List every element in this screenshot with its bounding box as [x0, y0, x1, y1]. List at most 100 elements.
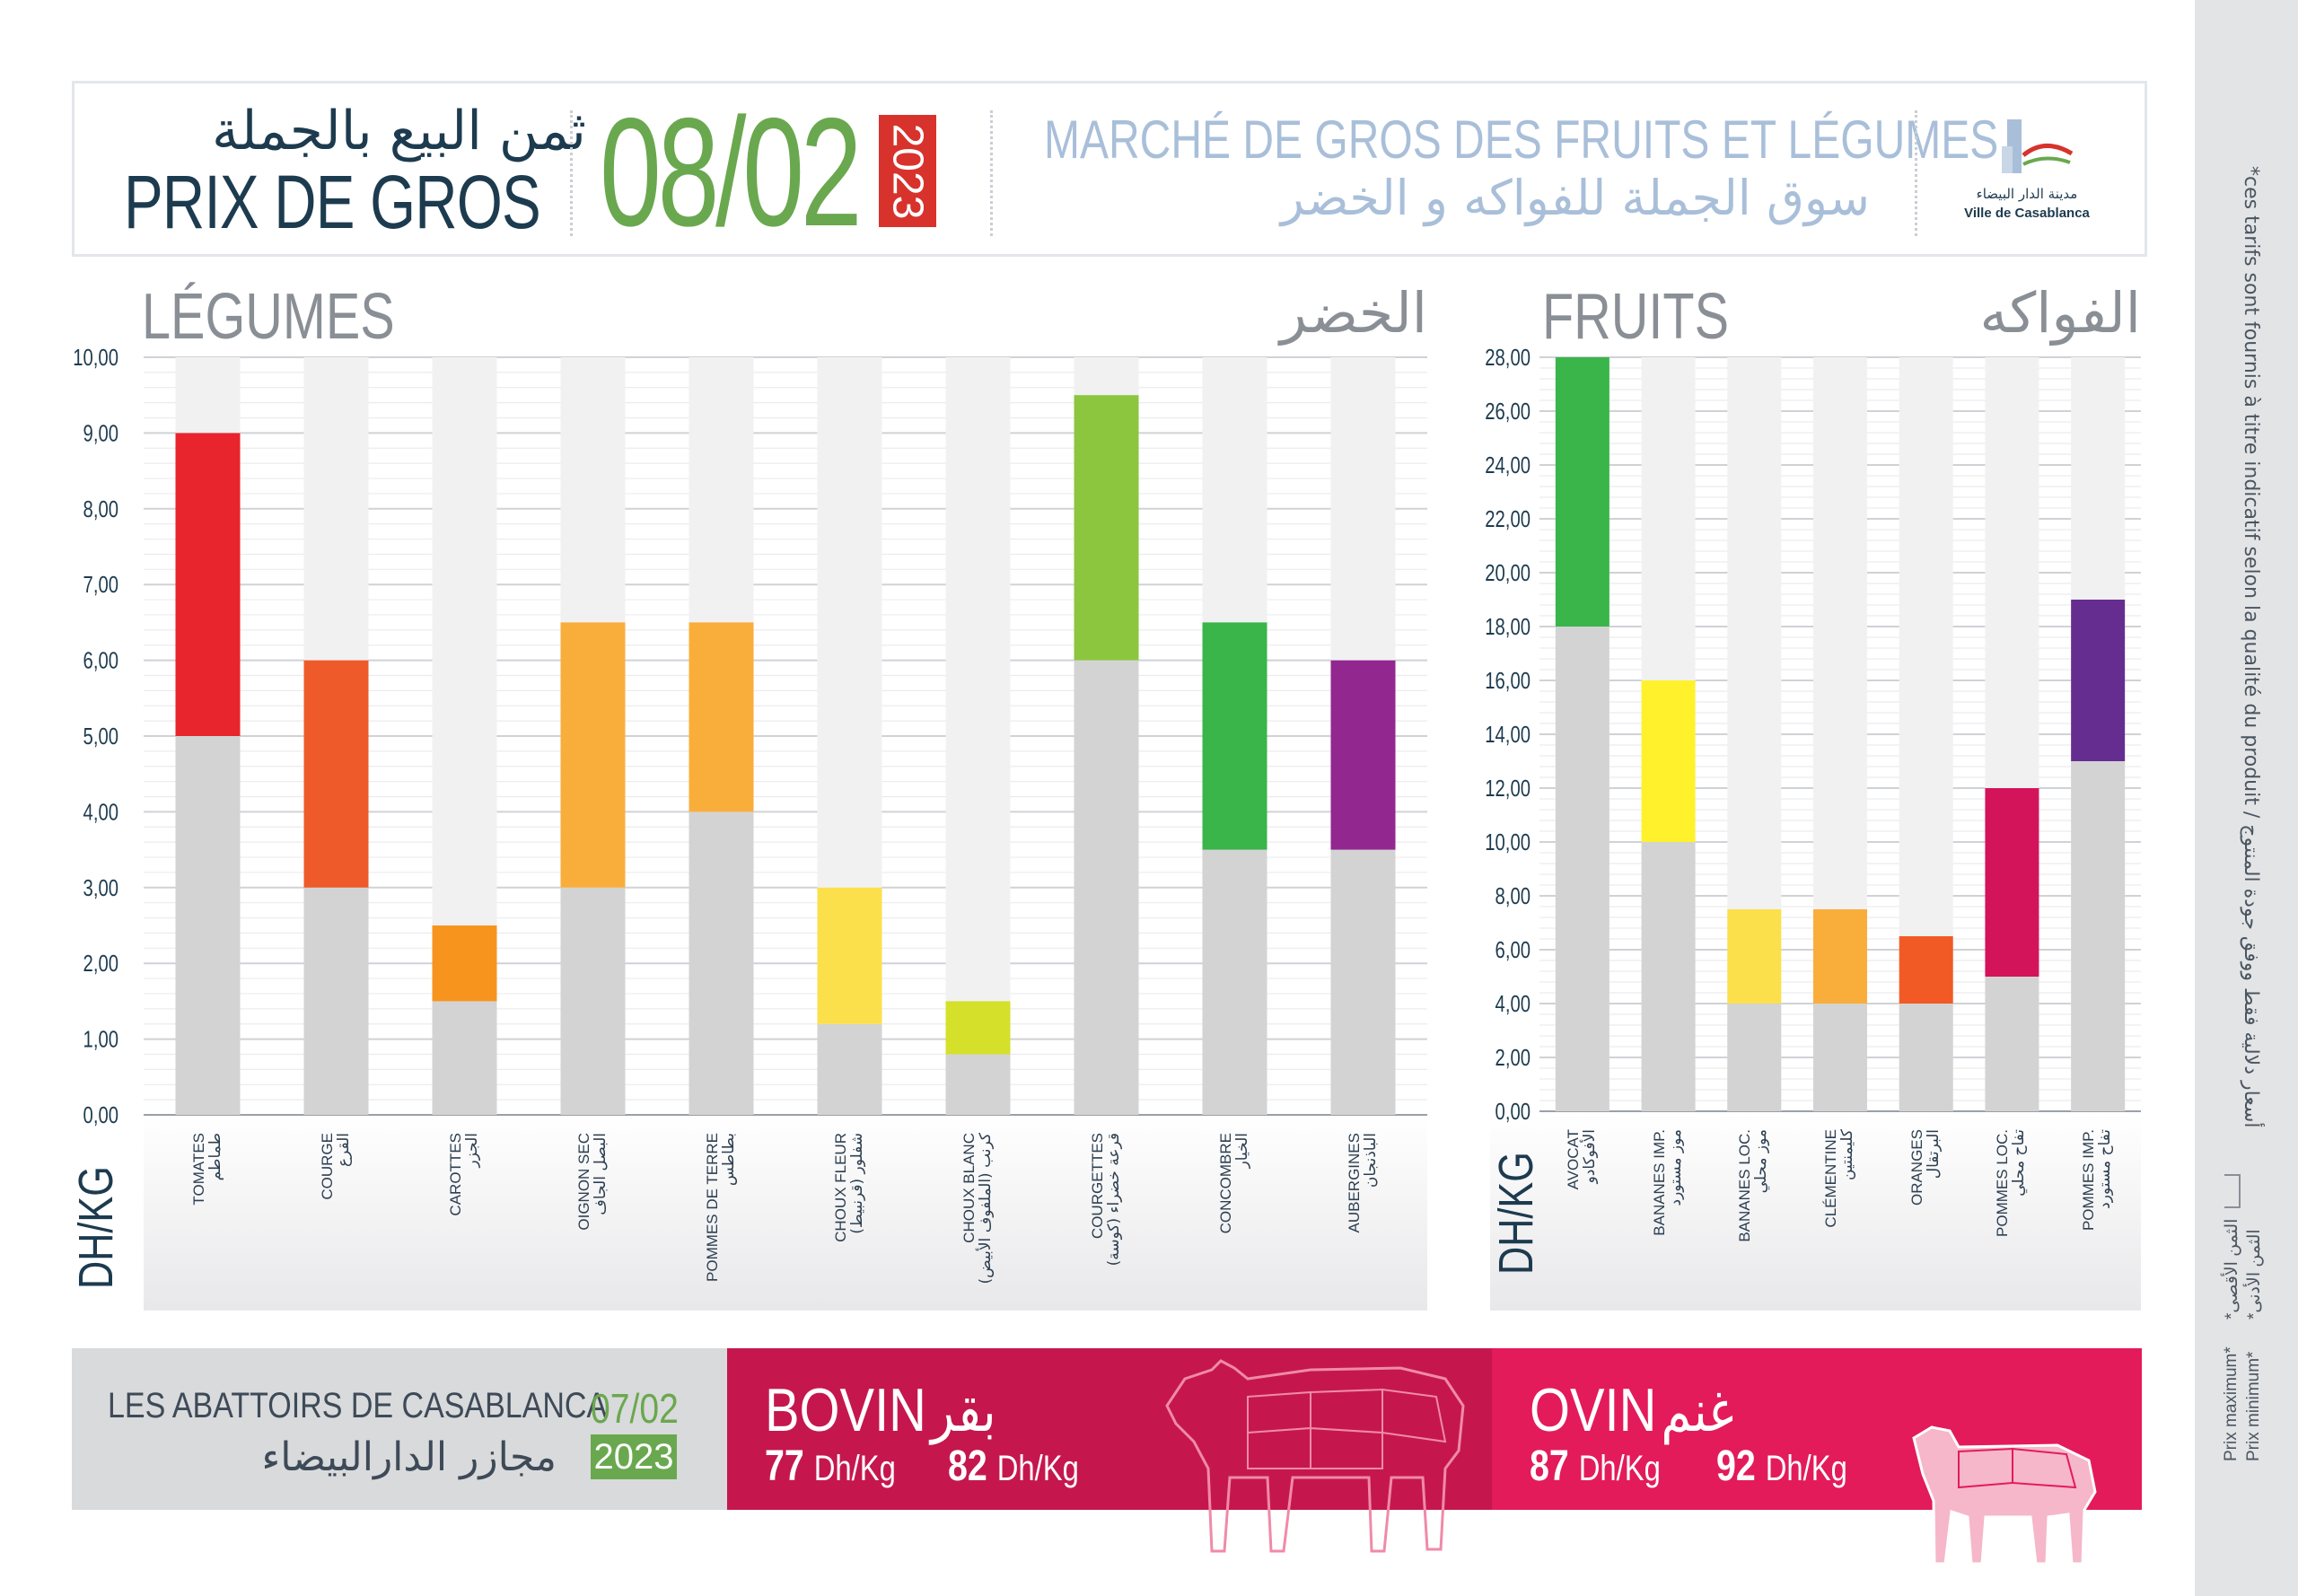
fruits-title-fr: FRUITS: [1542, 281, 1729, 353]
category-label-fr: CLÉMENTINE: [1822, 1129, 1839, 1228]
price-range-bar: [817, 887, 882, 1024]
ovin-title: OVINغنم: [1530, 1375, 1733, 1445]
price-range-bar: [1202, 622, 1267, 850]
ovin-name-fr: OVIN: [1530, 1376, 1657, 1444]
bovin-min-price: 77 Dh/Kg: [765, 1442, 896, 1491]
legumes-label-band: [144, 1113, 1427, 1311]
price-range-bar: [2071, 600, 2126, 761]
category-label-fr: POMMES LOC.: [1994, 1129, 2012, 1237]
abattoirs-panel: LES ABATTOIRS DE CASABLANCA مجازر الدارا…: [72, 1348, 727, 1510]
bovin-name-ar: بقر: [930, 1379, 996, 1445]
price-range-bar: [1555, 357, 1609, 627]
price-range-bar: [303, 660, 369, 888]
category-label-ar: البرتقال: [1924, 1129, 1943, 1179]
abattoirs-date: 07/02: [591, 1385, 679, 1432]
ovin-min-price: 87 Dh/Kg: [1530, 1442, 1661, 1491]
y-tick-label: 10,00: [1485, 829, 1531, 855]
category-label: POMMES IMP. تفاح مستورد: [2080, 1129, 2114, 1291]
min-price-bar: [1899, 1004, 1953, 1111]
market-title-ar: سوق الجملة للفواكه و الخضر: [1280, 170, 1870, 226]
header-divider: [990, 110, 993, 236]
price-range-bar: [1813, 909, 1867, 1004]
category-label-fr: ORANGES: [1908, 1129, 1925, 1206]
header-title-fr: PRIX DE GROS: [124, 160, 541, 244]
category-label-fr: BANANES LOC.: [1736, 1129, 1754, 1242]
y-tick-label: 24,00: [1485, 452, 1531, 478]
cow-icon: [1165, 1359, 1465, 1553]
min-price-bar: [945, 1054, 1011, 1115]
ovin-panel: OVINغنم 87 Dh/Kg 92 Dh/Kg: [1492, 1348, 2142, 1565]
bovin-min-unit: Dh/Kg: [813, 1449, 896, 1488]
fruits-title-ar: الفواكه: [1979, 280, 2142, 346]
abattoirs-title-fr: LES ABATTOIRS DE CASABLANCA: [108, 1386, 608, 1425]
bar-background: [945, 357, 1011, 1115]
category-label-fr: AVOCAT: [1564, 1129, 1582, 1190]
y-tick-label: 22,00: [1485, 506, 1531, 532]
min-price-bar: [689, 811, 754, 1115]
sheep-icon: [1912, 1425, 2097, 1565]
side-note-bar: [2195, 0, 2298, 1596]
min-price-bar: [1074, 660, 1139, 1115]
legumes-title-fr: LÉGUMES: [142, 281, 395, 353]
price-range-bar: [945, 1001, 1011, 1055]
fruits-chart: 0,00 2,00 4,00 6,00 8,00 10,00 12,00 14,00 16,00…: [1485, 345, 2141, 1125]
price-range-bar: [1074, 395, 1139, 661]
abattoirs-title-ar: مجازر الدارالبيضاء: [261, 1434, 557, 1480]
city-logo-icon: [2002, 119, 2074, 173]
category-label-fr: POMMES IMP.: [2080, 1129, 2098, 1232]
y-tick-label: 16,00: [1485, 668, 1531, 694]
header-banner: ثمن البيع بالجملة PRIX DE GROS 08/02 202…: [72, 81, 2147, 257]
price-range-bar: [175, 433, 241, 736]
price-range-bar: [560, 622, 626, 888]
min-price-bar: [175, 736, 241, 1115]
market-title-fr: MARCHÉ DE GROS DES FRUITS ET LÉGUMES: [1044, 110, 1999, 170]
min-price-bar: [560, 887, 626, 1115]
bovin-name-fr: BOVIN: [765, 1376, 926, 1444]
category-label-ar: تفاح مستورد: [2096, 1129, 2115, 1209]
category-label-ar: الأفوكادو: [1580, 1129, 1599, 1184]
abattoirs-year: 2023: [591, 1434, 677, 1479]
category-label: ORANGES البرتقال: [1908, 1129, 1943, 1291]
min-price-bar: [432, 1001, 497, 1115]
y-tick-label: 20,00: [1485, 560, 1531, 586]
ovin-min-unit: Dh/Kg: [1578, 1449, 1661, 1488]
bovin-max-price: 82 Dh/Kg: [948, 1442, 1079, 1491]
category-label-fr: BANANES IMP.: [1650, 1129, 1668, 1236]
legend-bracket: [2224, 1174, 2241, 1208]
legend-min-fr: Prix minimum*: [2244, 1351, 2263, 1461]
ovin-name-ar: غنم: [1661, 1379, 1734, 1445]
min-price-bar: [2071, 761, 2126, 1111]
logo-text-fr: Ville de Casablanca: [1964, 206, 2090, 221]
ovin-max-unit: Dh/Kg: [1765, 1449, 1847, 1488]
category-label-ar: كليمنتين: [1838, 1129, 1856, 1181]
bovin-panel: BOVINبقر 77 Dh/Kg 82 Dh/Kg: [727, 1348, 1492, 1553]
y-tick-label: 7,00: [83, 572, 118, 598]
header-divider: [1915, 110, 1917, 236]
price-range-bar: [432, 925, 497, 1002]
y-tick-label: 14,00: [1485, 722, 1531, 748]
category-label-ar: موز مستورد: [1666, 1129, 1685, 1206]
category-label: AVOCAT الأفوكادو: [1565, 1129, 1599, 1291]
y-tick-label: 8,00: [1495, 883, 1531, 909]
category-label: BANANES LOC. موز محلي: [1736, 1129, 1770, 1291]
price-range-bar: [1727, 909, 1782, 1004]
price-range-bar: [1330, 660, 1396, 850]
min-price-bar: [303, 887, 369, 1115]
price-range-bar: [1985, 788, 2039, 977]
price-range-bar: [689, 622, 754, 812]
y-tick-label: 18,00: [1485, 614, 1531, 640]
y-tick-label: 0,00: [83, 1102, 118, 1128]
category-label-ar: تفاح محلي: [2010, 1129, 2029, 1197]
header-divider: [570, 110, 573, 236]
legend-min-ar: *الثمن الأدنى: [2245, 1229, 2264, 1320]
ovin-max-value: 92: [1716, 1443, 1756, 1490]
y-tick-label: 2,00: [1495, 1045, 1531, 1071]
min-price-bar: [1330, 849, 1396, 1115]
header-year-badge: 2023: [879, 115, 936, 227]
min-price-bar: [1202, 849, 1267, 1115]
legend-max-fr: Prix maximum*: [2222, 1346, 2241, 1461]
y-tick-label: 12,00: [1485, 776, 1531, 802]
category-label: BANANES IMP. موز مستورد: [1651, 1129, 1685, 1291]
y-tick-label: 6,00: [1495, 937, 1531, 963]
header-title-ar: ثمن البيع بالجملة: [211, 100, 586, 162]
